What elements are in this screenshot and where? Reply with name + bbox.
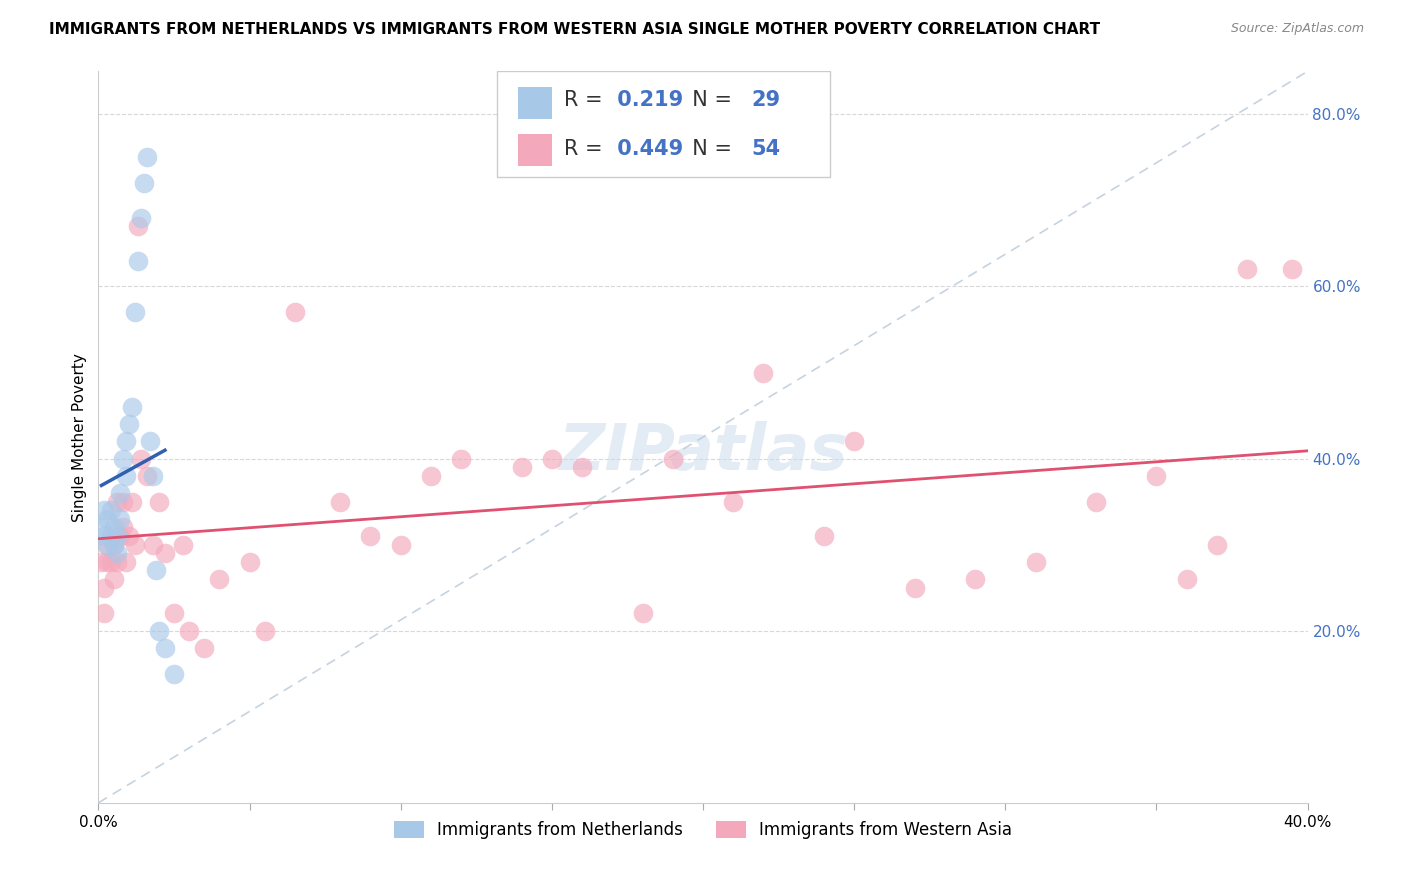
Point [904,581,927,595]
Text: R =: R = [564,90,609,110]
Point [148,624,170,638]
Point [571,460,593,475]
FancyBboxPatch shape [517,87,553,120]
Point [239,555,262,569]
Point [108,512,131,526]
Point [329,494,352,508]
Point [1175,572,1198,586]
Point [103,572,125,586]
Point [148,494,170,508]
Point [752,366,775,380]
Point [118,529,141,543]
Point [93,581,115,595]
Point [510,460,533,475]
Point [153,640,176,655]
Point [114,434,136,449]
FancyBboxPatch shape [517,134,553,166]
Point [127,219,149,234]
FancyBboxPatch shape [498,71,830,178]
Point [124,538,146,552]
Point [121,400,143,414]
Text: N =: N = [679,139,738,159]
Text: Source: ZipAtlas.com: Source: ZipAtlas.com [1230,22,1364,36]
Point [142,468,165,483]
Point [103,538,125,552]
Point [389,538,412,552]
Point [135,468,157,483]
Point [90,555,112,569]
Point [96,538,118,552]
Legend: Immigrants from Netherlands, Immigrants from Western Asia: Immigrants from Netherlands, Immigrants … [387,814,1019,846]
Point [844,434,866,449]
Point [631,607,654,621]
Point [193,640,215,655]
Point [118,417,141,432]
Point [103,538,125,552]
Point [127,253,149,268]
Point [1144,468,1167,483]
Point [253,624,276,638]
Point [1085,494,1108,508]
Point [121,494,143,508]
Point [1236,262,1258,277]
Point [813,529,835,543]
Point [96,555,118,569]
Text: N =: N = [679,90,738,110]
Point [96,512,118,526]
Text: 29: 29 [751,90,780,110]
Point [124,305,146,319]
Point [284,305,307,319]
Point [132,176,155,190]
Point [114,555,136,569]
Point [153,546,176,560]
Y-axis label: Single Mother Poverty: Single Mother Poverty [72,352,87,522]
Point [90,520,112,534]
Point [105,555,128,569]
Text: R =: R = [564,139,609,159]
Point [111,520,134,534]
Point [105,546,128,560]
Point [96,538,118,552]
Point [965,572,987,586]
Point [142,538,165,552]
Point [114,468,136,483]
Point [208,572,231,586]
Text: 54: 54 [751,139,780,159]
Text: ZIPatlas: ZIPatlas [558,421,848,483]
Point [139,434,162,449]
Point [723,494,745,508]
Point [1024,555,1046,569]
Point [108,529,131,543]
Point [360,529,382,543]
Text: IMMIGRANTS FROM NETHERLANDS VS IMMIGRANTS FROM WESTERN ASIA SINGLE MOTHER POVERT: IMMIGRANTS FROM NETHERLANDS VS IMMIGRANT… [49,22,1101,37]
Point [163,607,186,621]
Point [103,520,125,534]
Point [540,451,562,466]
Point [93,607,115,621]
Point [93,529,115,543]
Point [105,494,128,508]
Point [450,451,472,466]
Point [129,211,152,225]
Point [100,529,122,543]
Point [111,494,134,508]
Point [1281,262,1303,277]
Point [1206,538,1229,552]
Point [93,503,115,517]
Point [172,538,194,552]
Point [100,555,122,569]
Point [661,451,683,466]
Point [105,529,128,543]
Point [111,451,134,466]
Text: 0.219: 0.219 [610,90,683,110]
Point [100,503,122,517]
Point [135,150,157,164]
Point [179,624,201,638]
Point [108,486,131,500]
Point [145,564,167,578]
Text: 0.449: 0.449 [610,139,683,159]
Point [163,666,186,681]
Point [420,468,443,483]
Point [129,451,152,466]
